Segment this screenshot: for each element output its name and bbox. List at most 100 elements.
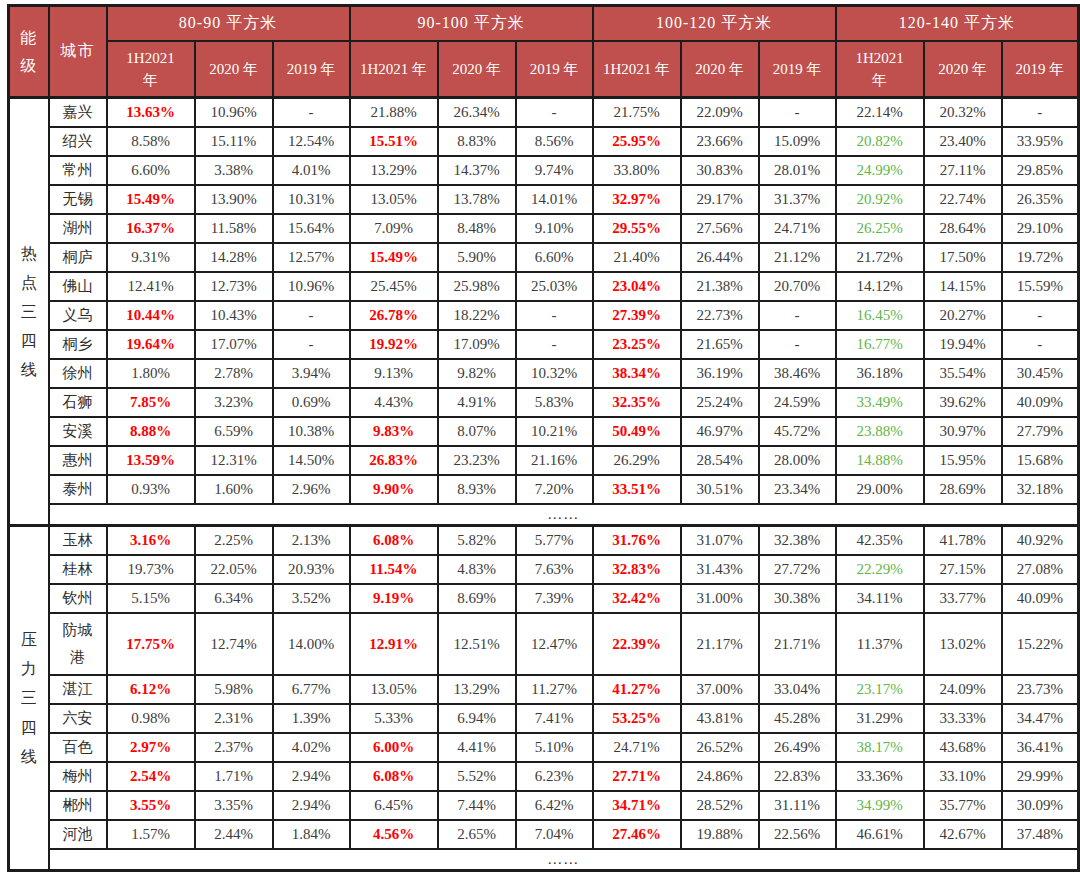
value-cell: 13.29% — [438, 675, 516, 704]
year-header: 2019 年 — [759, 41, 836, 98]
value-cell: 9.10% — [516, 214, 593, 243]
value-cell: 33.51% — [593, 475, 681, 504]
area-group-header-120-140: 120-140 平方米 — [836, 6, 1079, 42]
value-cell: 11.37% — [836, 613, 924, 675]
value-cell: 1.57% — [107, 820, 195, 849]
value-cell: 15.49% — [107, 185, 195, 214]
value-cell: 40.09% — [1002, 388, 1079, 417]
value-cell: 21.72% — [836, 243, 924, 272]
value-cell: 24.71% — [593, 733, 681, 762]
value-cell: 32.18% — [1002, 475, 1079, 504]
value-cell: 26.49% — [759, 733, 836, 762]
value-cell: 15.09% — [759, 127, 836, 156]
value-cell: 8.58% — [107, 127, 195, 156]
value-cell: - — [516, 330, 593, 359]
value-cell: 16.37% — [107, 214, 195, 243]
value-cell: 28.00% — [759, 446, 836, 475]
ellipsis-row: …… — [9, 849, 1079, 871]
value-cell: 32.83% — [593, 555, 681, 584]
value-cell: 5.33% — [350, 704, 438, 733]
value-cell: 11.54% — [350, 555, 438, 584]
value-cell: 12.51% — [438, 613, 516, 675]
value-cell: 12.41% — [107, 272, 195, 301]
value-cell: 21.88% — [350, 98, 438, 128]
value-cell: 14.88% — [836, 446, 924, 475]
value-cell: 15.64% — [273, 214, 350, 243]
value-cell: 7.41% — [516, 704, 593, 733]
value-cell: 24.99% — [836, 156, 924, 185]
tier-label-char: 力 — [12, 654, 46, 683]
value-cell: 6.59% — [195, 417, 273, 446]
value-cell: 7.44% — [438, 791, 516, 820]
value-cell: 8.56% — [516, 127, 593, 156]
value-cell: 36.19% — [681, 359, 759, 388]
value-cell: 21.65% — [681, 330, 759, 359]
value-cell: 22.09% — [681, 98, 759, 128]
value-cell: 25.95% — [593, 127, 681, 156]
table-row: 六安0.98%2.31%1.39%5.33%6.94%7.41%53.25%43… — [9, 704, 1079, 733]
value-cell: 1.71% — [195, 762, 273, 791]
value-cell: 32.97% — [593, 185, 681, 214]
value-cell: 12.47% — [516, 613, 593, 675]
tier-column-header: 能级 — [9, 6, 49, 98]
value-cell: 4.41% — [438, 733, 516, 762]
value-cell: 13.02% — [924, 613, 1002, 675]
value-cell: 38.34% — [593, 359, 681, 388]
value-cell: 43.81% — [681, 704, 759, 733]
value-cell: 20.27% — [924, 301, 1002, 330]
value-cell: 45.72% — [759, 417, 836, 446]
table-row: 无锡15.49%13.90%10.31%13.05%13.78%14.01%32… — [9, 185, 1079, 214]
value-cell: 13.90% — [195, 185, 273, 214]
value-cell: 14.50% — [273, 446, 350, 475]
value-cell: 53.25% — [593, 704, 681, 733]
value-cell: 8.69% — [438, 584, 516, 613]
table-header: 能级 城市 80-90 平方米 90-100 平方米 100-120 平方米 1… — [9, 6, 1079, 98]
value-cell: 11.27% — [516, 675, 593, 704]
value-cell: 32.38% — [759, 526, 836, 556]
value-cell: 39.62% — [924, 388, 1002, 417]
value-cell: 30.97% — [924, 417, 1002, 446]
value-cell: 15.11% — [195, 127, 273, 156]
tier-label-char: 线 — [12, 742, 46, 771]
city-name: 嘉兴 — [49, 98, 107, 128]
city-name: 绍兴 — [49, 127, 107, 156]
value-cell: 1.39% — [273, 704, 350, 733]
value-cell: 21.40% — [593, 243, 681, 272]
value-cell: 33.49% — [836, 388, 924, 417]
value-cell: 13.63% — [107, 98, 195, 128]
value-cell: 24.71% — [759, 214, 836, 243]
value-cell: 27.11% — [924, 156, 1002, 185]
value-cell: 19.64% — [107, 330, 195, 359]
value-cell: 43.68% — [924, 733, 1002, 762]
value-cell: 10.31% — [273, 185, 350, 214]
year-header: 1H2021 年 — [350, 41, 438, 98]
value-cell: 22.14% — [836, 98, 924, 128]
table-row: 钦州5.15%6.34%3.52%9.19%8.69%7.39%32.42%31… — [9, 584, 1079, 613]
value-cell: 15.51% — [350, 127, 438, 156]
table-row: 常州6.60%3.38%4.01%13.29%14.37%9.74%33.80%… — [9, 156, 1079, 185]
city-name: 百色 — [49, 733, 107, 762]
value-cell: 40.92% — [1002, 526, 1079, 556]
value-cell: 8.07% — [438, 417, 516, 446]
value-cell: 2.37% — [195, 733, 273, 762]
value-cell: 2.65% — [438, 820, 516, 849]
value-cell: 2.96% — [273, 475, 350, 504]
value-cell: 7.63% — [516, 555, 593, 584]
value-cell: 10.43% — [195, 301, 273, 330]
value-cell: 33.33% — [924, 704, 1002, 733]
value-cell: 25.24% — [681, 388, 759, 417]
value-cell: - — [516, 301, 593, 330]
city-name: 桐庐 — [49, 243, 107, 272]
value-cell: 9.83% — [350, 417, 438, 446]
value-cell: 10.32% — [516, 359, 593, 388]
value-cell: 9.19% — [350, 584, 438, 613]
table-row: 佛山12.41%12.73%10.96%25.45%25.98%25.03%23… — [9, 272, 1079, 301]
value-cell: 27.46% — [593, 820, 681, 849]
value-cell: 28.52% — [681, 791, 759, 820]
value-cell: 6.12% — [107, 675, 195, 704]
value-cell: 33.04% — [759, 675, 836, 704]
value-cell: 26.52% — [681, 733, 759, 762]
city-name: 防城港 — [49, 613, 107, 675]
value-cell: 29.17% — [681, 185, 759, 214]
value-cell: 9.31% — [107, 243, 195, 272]
